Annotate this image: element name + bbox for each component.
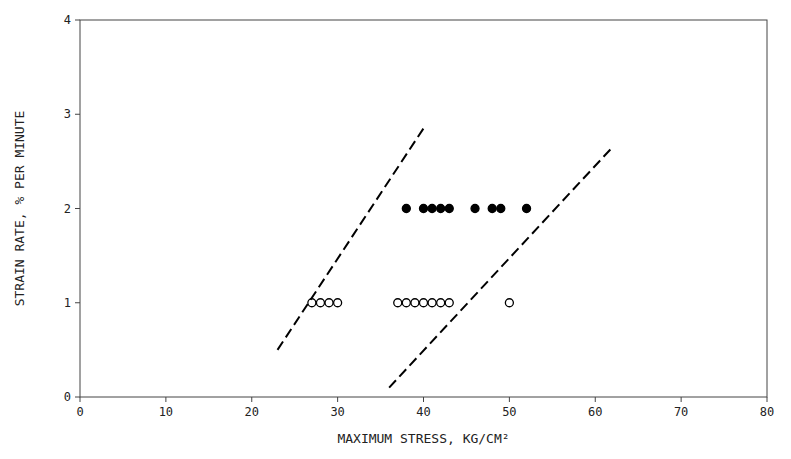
y-tick-label: 4 <box>64 13 71 27</box>
x-tick <box>767 397 768 402</box>
x-tick-label: 20 <box>245 405 259 419</box>
y-tick <box>75 20 80 21</box>
y-tick <box>75 208 80 209</box>
filled-point <box>497 205 505 213</box>
x-tick <box>251 397 252 402</box>
y-axis-label: STRAIN RATE, % PER MINUTE <box>12 111 27 307</box>
plot-frame <box>80 20 767 397</box>
y-tick-label: 3 <box>64 107 71 121</box>
y-tick-label: 0 <box>64 390 71 404</box>
filled-point <box>428 205 436 213</box>
y-tick-label: 2 <box>64 202 71 216</box>
x-tick <box>509 397 510 402</box>
y-tick <box>75 114 80 115</box>
open-point <box>420 299 428 307</box>
filled-point <box>523 205 531 213</box>
dashed-line <box>389 147 612 387</box>
x-tick <box>423 397 424 402</box>
x-tick <box>337 397 338 402</box>
dashed-line <box>278 128 424 349</box>
data <box>278 128 613 387</box>
x-tick <box>165 397 166 402</box>
x-tick-label: 50 <box>502 405 516 419</box>
open-point <box>411 299 419 307</box>
open-point <box>437 299 445 307</box>
x-tick-label: 60 <box>588 405 602 419</box>
open-point <box>334 299 342 307</box>
y-tick-label: 1 <box>64 296 71 310</box>
x-tick-label: 30 <box>330 405 344 419</box>
open-point <box>325 299 333 307</box>
open-point <box>394 299 402 307</box>
y-tick <box>75 302 80 303</box>
filled-point <box>488 205 496 213</box>
x-tick <box>681 397 682 402</box>
page: {"chart_data": {"type": "scatter", "xlab… <box>0 0 791 459</box>
x-tick <box>595 397 596 402</box>
filled-point <box>402 205 410 213</box>
open-point <box>428 299 436 307</box>
chart: 0 10 20 30 40 50 60 70 80 0 1 2 3 4 MAXIMUM STRESS, KG… <box>0 0 791 459</box>
filled-point <box>445 205 453 213</box>
axes: 0 10 20 30 40 50 60 70 80 0 1 2 3 4 <box>64 13 774 419</box>
x-axis-label: MAXIMUM STRESS, KG/CM² <box>337 431 509 446</box>
open-point <box>402 299 410 307</box>
x-tick-label: 80 <box>760 405 774 419</box>
open-point <box>316 299 324 307</box>
open-point <box>445 299 453 307</box>
x-tick-label: 40 <box>416 405 430 419</box>
open-point <box>308 299 316 307</box>
x-tick-label: 10 <box>159 405 173 419</box>
filled-point <box>437 205 445 213</box>
x-tick-label: 70 <box>674 405 688 419</box>
filled-point <box>420 205 428 213</box>
y-tick <box>75 397 80 398</box>
open-point <box>505 299 513 307</box>
x-tick <box>80 397 81 402</box>
x-tick-label: 0 <box>76 405 83 419</box>
filled-point <box>471 205 479 213</box>
